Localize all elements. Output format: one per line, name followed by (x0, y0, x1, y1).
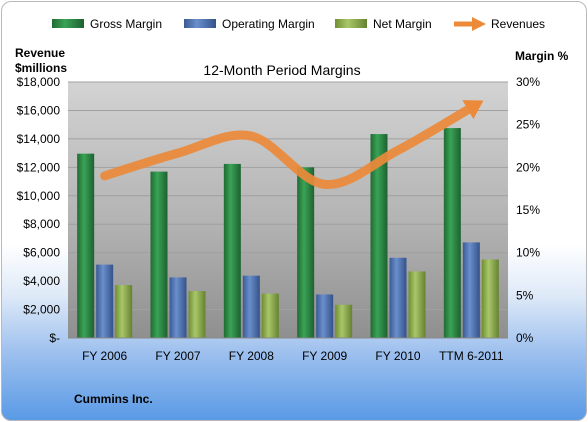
category-label: FY 2008 (229, 349, 274, 363)
bar-gross-margin (223, 163, 241, 338)
left-tick-label: $14,000 (17, 132, 61, 146)
bar-gross-margin (77, 153, 95, 338)
bar-gross-margin (370, 134, 388, 338)
bar-operating-margin (316, 294, 334, 338)
legend-label-revenues: Revenues (491, 17, 545, 31)
bar-gross-margin (297, 167, 315, 338)
bar-gross-margin (150, 171, 168, 338)
bar-net-margin (261, 293, 279, 338)
bars (77, 128, 499, 338)
bar-net-margin (115, 285, 133, 338)
bar-net-margin (335, 304, 353, 338)
left-axis-title-line1: Revenue (15, 46, 65, 60)
left-tick-label: $18,000 (17, 75, 61, 89)
category-label: FY 2007 (155, 349, 200, 363)
bar-net-margin (188, 291, 206, 338)
right-tick-label: 10% (516, 246, 540, 260)
legend-swatch-net-margin (335, 19, 367, 28)
bar-operating-margin (96, 264, 114, 338)
legend-swatch-gross-margin (52, 19, 84, 28)
left-tick-label: $8,000 (23, 217, 60, 231)
bar-operating-margin (242, 275, 260, 338)
left-tick-label: $4,000 (23, 274, 60, 288)
legend-swatch-revenues (454, 17, 486, 31)
bar-operating-margin (462, 242, 480, 338)
bar-operating-margin (169, 277, 187, 338)
legend: Gross Margin Operating Margin Net Margin… (52, 17, 545, 31)
legend-label-gross-margin: Gross Margin (90, 17, 162, 31)
bar-net-margin (481, 259, 499, 338)
left-tick-label: $2,000 (23, 303, 60, 317)
category-label: FY 2010 (375, 349, 420, 363)
category-labels: FY 2006 FY 2007 FY 2008 FY 2009 FY 2010 TTM 6… (82, 349, 504, 363)
legend-swatch-operating-margin (184, 19, 216, 28)
left-axis-title-line2: $millions (15, 61, 67, 75)
left-tick-label: $6,000 (23, 246, 60, 260)
revenue-line (100, 100, 484, 189)
bar-net-margin (408, 271, 426, 338)
chart-title: 12-Month Period Margins (203, 62, 360, 78)
right-tick-label: 20% (516, 160, 540, 174)
right-tick-label: 5% (516, 288, 534, 302)
company-name: Cummins Inc. (74, 392, 153, 406)
bar-gross-margin (443, 128, 461, 338)
right-tick-label: 15% (516, 203, 540, 217)
gridlines (68, 81, 508, 311)
right-tick-label: 0% (516, 331, 534, 345)
category-label: FY 2009 (302, 349, 347, 363)
category-label: FY 2006 (82, 349, 127, 363)
left-axis-ticks: $- $2,000 $4,000 $6,000 $8,000 $10,000 $12,000… (17, 75, 61, 345)
category-label: TTM 6-2011 (439, 349, 504, 363)
revenue-arrowhead (462, 100, 484, 120)
legend-label-operating-margin: Operating Margin (222, 17, 315, 31)
legend-label-net-margin: Net Margin (373, 17, 432, 31)
left-tick-label: $16,000 (17, 103, 61, 117)
left-tick-label: $- (49, 331, 60, 345)
right-tick-label: 30% (516, 75, 540, 89)
right-axis-ticks: 0% 5% 10% 15% 20% 25% 30% (516, 75, 540, 345)
revenue-line-path (100, 103, 476, 189)
left-tick-label: $10,000 (17, 189, 61, 203)
right-axis-title: Margin % (515, 49, 569, 63)
left-tick-label: $12,000 (17, 160, 61, 174)
right-tick-label: 25% (516, 118, 540, 132)
bar-operating-margin (389, 257, 407, 338)
